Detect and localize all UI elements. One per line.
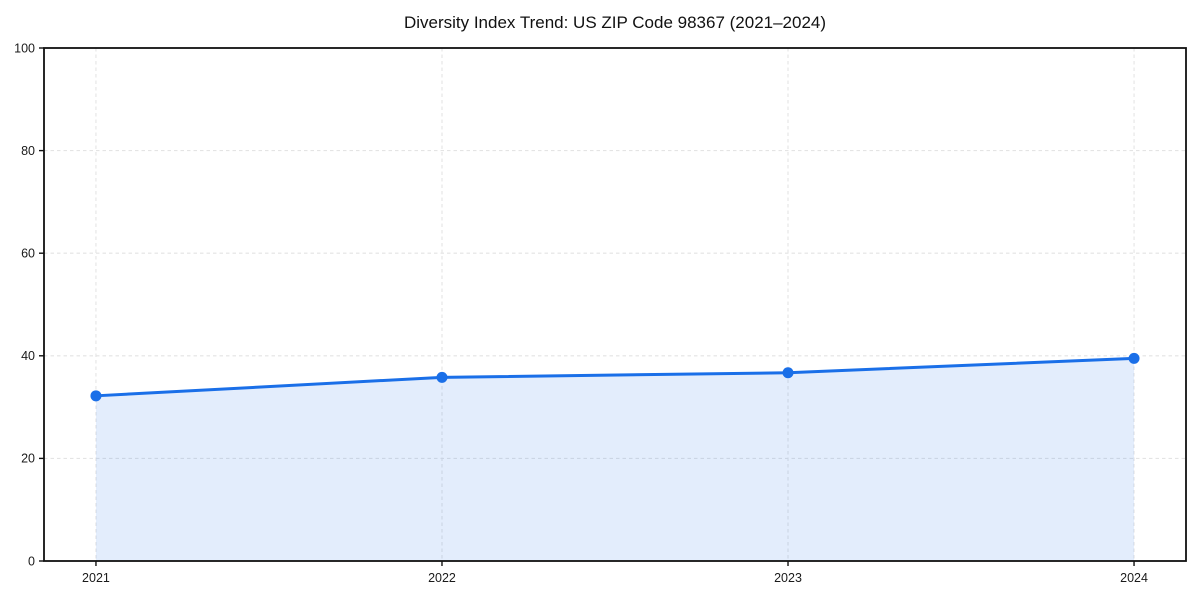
trend-line xyxy=(94,356,1136,398)
x-tick-label: 2023 xyxy=(774,571,802,585)
data-point-marker xyxy=(436,371,448,383)
area-fill xyxy=(95,358,1135,561)
x-tick-labels: 2021 2022 2023 2024 xyxy=(82,571,1148,585)
gridlines xyxy=(44,47,1186,562)
y-tick-label: 40 xyxy=(21,349,35,363)
chart-title: Diversity Index Trend: US ZIP Code 98367… xyxy=(404,13,826,32)
y-tick-label: 100 xyxy=(14,41,35,55)
y-tick-label: 20 xyxy=(21,452,35,466)
y-tick-labels: 0 20 40 60 80 100 xyxy=(14,41,35,568)
plot-border-rect xyxy=(43,47,1187,562)
data-point-marker xyxy=(1128,352,1140,364)
trend-line-path xyxy=(94,356,1136,398)
data-point-marker xyxy=(782,367,794,379)
x-tick-label: 2024 xyxy=(1120,571,1148,585)
plot-border xyxy=(43,47,1187,562)
area-fill-path xyxy=(95,358,1135,561)
axis-ticks xyxy=(39,47,1135,566)
data-point-marker xyxy=(90,390,102,402)
y-tick-label: 0 xyxy=(28,554,35,568)
y-tick-label: 60 xyxy=(21,247,35,261)
x-tick-label: 2021 xyxy=(82,571,110,585)
y-tick-label: 80 xyxy=(21,144,35,158)
x-tick-label: 2022 xyxy=(428,571,456,585)
data-point-markers xyxy=(90,352,1140,402)
